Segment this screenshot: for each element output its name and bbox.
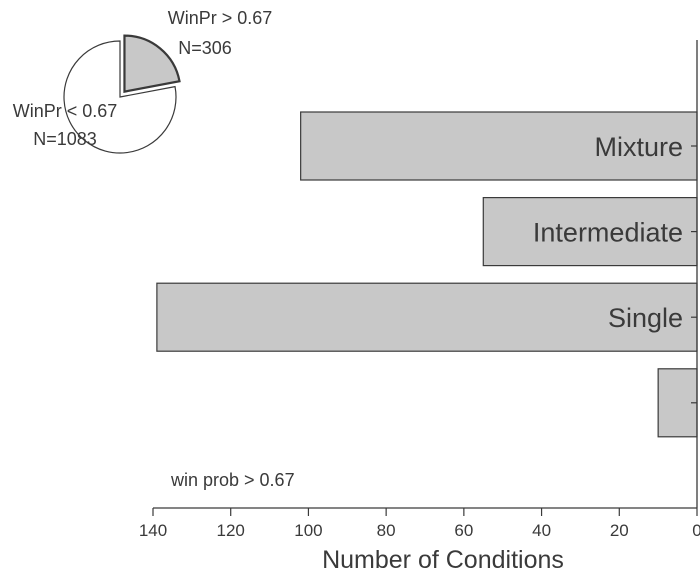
x-axis-label: Number of Conditions: [322, 546, 564, 571]
bar-label: Intermediate: [533, 218, 683, 248]
annotation-text: win prob > 0.67: [170, 470, 295, 490]
pie-count-low: N=1083: [33, 129, 97, 149]
bar-single: [156, 282, 698, 352]
pie-label-low: WinPr < 0.67: [13, 101, 118, 121]
x-ticks: 140 120 100 80 60 40 20 0: [139, 508, 700, 540]
bar-intermediate: [482, 197, 698, 267]
x-tick-label: 40: [532, 521, 551, 540]
x-tick-label: 0: [692, 521, 700, 540]
pie-count-high: N=306: [178, 38, 232, 58]
pie-label-high: WinPr > 0.67: [168, 8, 273, 28]
bar-label: Single: [608, 303, 683, 333]
pie-slice-other: [63, 40, 177, 154]
x-tick-label: 100: [294, 521, 322, 540]
x-tick-label: 80: [377, 521, 396, 540]
bar-label: Mixture: [594, 132, 683, 162]
bar-mixture: [300, 111, 698, 181]
x-tick-label: 60: [454, 521, 473, 540]
x-tick-label: 140: [139, 521, 167, 540]
x-tick-label: 20: [610, 521, 629, 540]
x-axis: [153, 40, 698, 509]
pie-chart: WinPr > 0.67 N=306 WinPr < 0.67 N=1083: [13, 8, 273, 154]
y-ticks: [691, 145, 697, 404]
bars-layer: Mixture Intermediate Single: [156, 111, 698, 438]
pie-slice-highlight: [123, 34, 181, 93]
x-tick-label: 120: [217, 521, 245, 540]
